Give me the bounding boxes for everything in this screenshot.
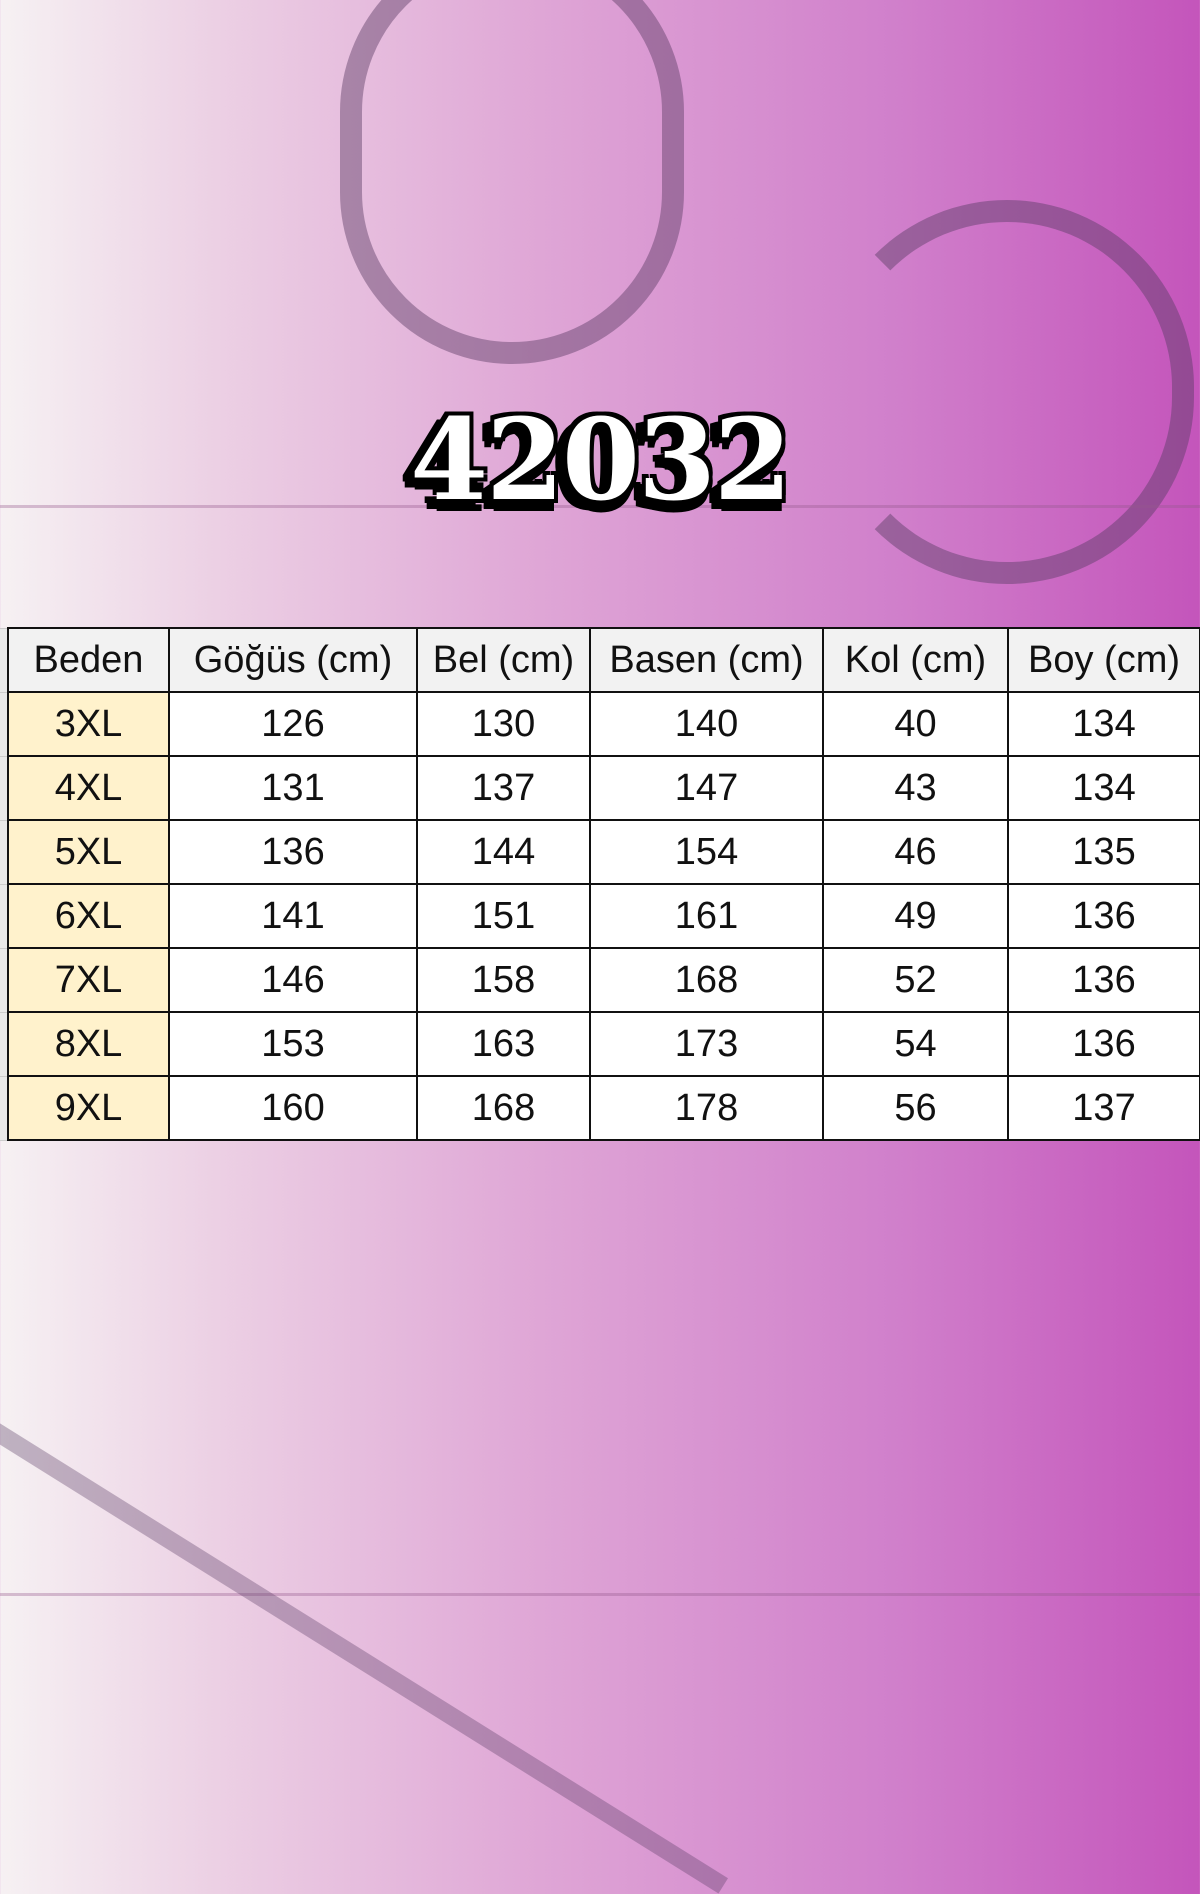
size-chart-table: Beden Göğüs (cm) Bel (cm) Basen (cm) Kol (cm… — [0, 627, 1200, 1141]
size-cell: 5XL — [7, 819, 170, 885]
measurement-cell: 136 — [1007, 1011, 1200, 1077]
column-header: Göğüs (cm) — [168, 627, 418, 693]
measurement-cell: 146 — [168, 947, 418, 1013]
background-plank-line — [0, 505, 1200, 508]
row-header-strip — [0, 947, 9, 1013]
measurement-cell: 147 — [589, 755, 824, 821]
measurement-cell: 137 — [416, 755, 591, 821]
row-header-strip — [0, 819, 9, 885]
measurement-cell: 136 — [168, 819, 418, 885]
table-header-row: Beden Göğüs (cm) Bel (cm) Basen (cm) Kol (cm… — [0, 627, 1200, 693]
measurement-cell: 49 — [822, 883, 1009, 949]
table-row: 4XL 131 137 147 43 134 — [0, 755, 1200, 821]
table-row: 8XL 153 163 173 54 136 — [0, 1011, 1200, 1077]
size-cell: 4XL — [7, 755, 170, 821]
size-cell: 8XL — [7, 1011, 170, 1077]
column-header: Beden — [7, 627, 170, 693]
measurement-cell: 151 — [416, 883, 591, 949]
measurement-cell: 158 — [416, 947, 591, 1013]
row-header-strip — [0, 755, 9, 821]
measurement-cell: 43 — [822, 755, 1009, 821]
measurement-cell: 137 — [1007, 1075, 1200, 1141]
measurement-cell: 52 — [822, 947, 1009, 1013]
measurement-cell: 134 — [1007, 755, 1200, 821]
measurement-cell: 56 — [822, 1075, 1009, 1141]
column-header: Basen (cm) — [589, 627, 824, 693]
measurement-cell: 168 — [589, 947, 824, 1013]
size-cell: 7XL — [7, 947, 170, 1013]
measurement-cell: 161 — [589, 883, 824, 949]
column-header: Kol (cm) — [822, 627, 1009, 693]
measurement-cell: 126 — [168, 691, 418, 757]
measurement-cell: 40 — [822, 691, 1009, 757]
row-header-strip — [0, 883, 9, 949]
measurement-cell: 163 — [416, 1011, 591, 1077]
measurement-cell: 135 — [1007, 819, 1200, 885]
measurement-cell: 46 — [822, 819, 1009, 885]
size-cell: 3XL — [7, 691, 170, 757]
measurement-cell: 136 — [1007, 883, 1200, 949]
hanger-hook-decoration — [820, 200, 1194, 584]
measurement-cell: 173 — [589, 1011, 824, 1077]
size-cell: 9XL — [7, 1075, 170, 1141]
row-header-strip — [0, 691, 9, 757]
hanger-bar-decoration — [0, 1401, 729, 1894]
product-code-title: 42032 — [410, 395, 792, 526]
measurement-cell: 54 — [822, 1011, 1009, 1077]
table-row: 3XL 126 130 140 40 134 — [0, 691, 1200, 757]
background-plank-line — [0, 1593, 1200, 1596]
table-row: 5XL 136 144 154 46 135 — [0, 819, 1200, 885]
measurement-cell: 130 — [416, 691, 591, 757]
measurement-cell: 144 — [416, 819, 591, 885]
measurement-cell: 134 — [1007, 691, 1200, 757]
size-cell: 6XL — [7, 883, 170, 949]
column-header: Boy (cm) — [1007, 627, 1200, 693]
row-header-strip — [0, 1011, 9, 1077]
measurement-cell: 140 — [589, 691, 824, 757]
table-row: 6XL 141 151 161 49 136 — [0, 883, 1200, 949]
row-header-strip — [0, 627, 9, 693]
table-row: 9XL 160 168 178 56 137 — [0, 1075, 1200, 1141]
measurement-cell: 141 — [168, 883, 418, 949]
measurement-cell: 160 — [168, 1075, 418, 1141]
table-row: 7XL 146 158 168 52 136 — [0, 947, 1200, 1013]
measurement-cell: 154 — [589, 819, 824, 885]
hanger-hook-decoration — [340, 0, 684, 364]
measurement-cell: 153 — [168, 1011, 418, 1077]
row-header-strip — [0, 1075, 9, 1141]
measurement-cell: 178 — [589, 1075, 824, 1141]
measurement-cell: 131 — [168, 755, 418, 821]
measurement-cell: 136 — [1007, 947, 1200, 1013]
measurement-cell: 168 — [416, 1075, 591, 1141]
column-header: Bel (cm) — [416, 627, 591, 693]
